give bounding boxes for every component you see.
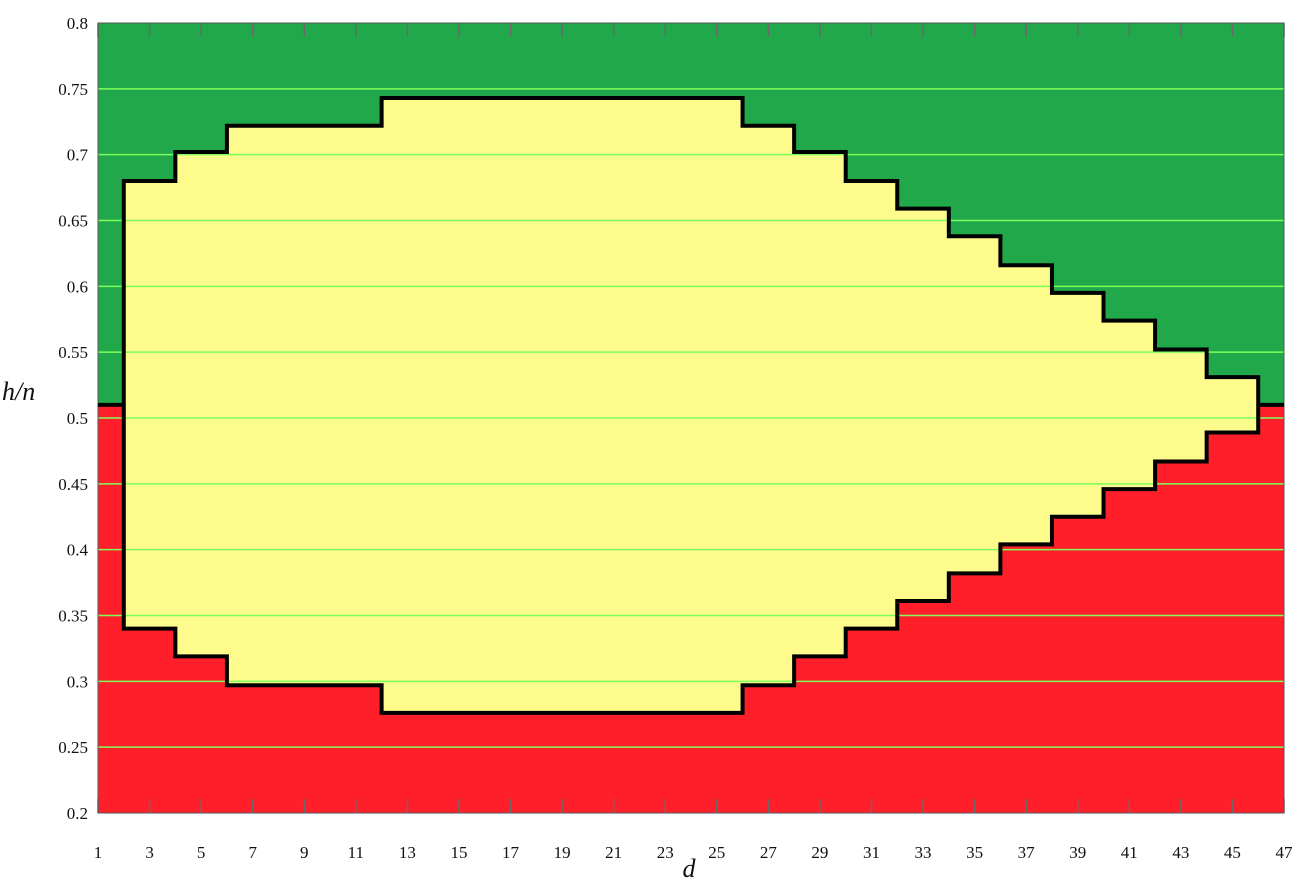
plot-area bbox=[97, 22, 1285, 814]
x-tick-label: 45 bbox=[1224, 843, 1241, 862]
middle-region bbox=[123, 98, 1259, 713]
y-tick-label: 0.25 bbox=[58, 738, 88, 757]
x-tick-label: 25 bbox=[708, 843, 725, 862]
x-tick-label: 33 bbox=[915, 843, 932, 862]
x-tick-label: 23 bbox=[657, 843, 674, 862]
y-tick-label: 0.75 bbox=[58, 80, 88, 99]
x-tick-label: 19 bbox=[554, 843, 571, 862]
x-tick-label: 27 bbox=[760, 843, 778, 862]
y-tick-labels: 0.8 0.75 0.7 0.65 0.6 0.55 0.5 0.45 0.4 0.35 0.3 0.… bbox=[58, 14, 88, 823]
x-tick-label: 3 bbox=[145, 843, 154, 862]
x-tick-label: 11 bbox=[348, 843, 364, 862]
x-axis-label: d bbox=[683, 854, 697, 883]
x-tick-labels: 1 3 5 7 9 11 13 15 17 19 21 23 25 27 29 31 33 35 37 39 41 43 4… bbox=[94, 843, 1293, 862]
x-tick-label: 7 bbox=[248, 843, 257, 862]
x-tick-label: 9 bbox=[300, 843, 309, 862]
y-tick-label: 0.3 bbox=[67, 672, 88, 691]
x-tick-label: 35 bbox=[966, 843, 983, 862]
x-tick-label: 39 bbox=[1069, 843, 1086, 862]
y-tick-label: 0.2 bbox=[67, 804, 88, 823]
x-tick-label: 21 bbox=[605, 843, 622, 862]
y-tick-label: 0.5 bbox=[67, 409, 88, 428]
plot-frame bbox=[97, 22, 1285, 814]
y-tick-label: 0.35 bbox=[58, 607, 88, 626]
y-tick-label: 0.6 bbox=[67, 277, 88, 296]
x-tick-label: 15 bbox=[450, 843, 467, 862]
x-tick-label: 17 bbox=[502, 843, 520, 862]
y-tick-label: 0.45 bbox=[58, 475, 88, 494]
x-tick-label: 1 bbox=[94, 843, 103, 862]
y-tick-label: 0.55 bbox=[58, 343, 88, 362]
x-tick-label: 47 bbox=[1276, 843, 1294, 862]
x-tick-label: 29 bbox=[811, 843, 828, 862]
y-tick-label: 0.65 bbox=[58, 212, 88, 231]
x-tick-label: 31 bbox=[863, 843, 880, 862]
x-tick-label: 37 bbox=[1018, 843, 1036, 862]
y-tick-label: 0.7 bbox=[67, 146, 89, 165]
x-tick-label: 43 bbox=[1172, 843, 1189, 862]
x-tick-label: 13 bbox=[399, 843, 416, 862]
y-tick-label: 0.4 bbox=[67, 541, 89, 560]
x-tick-label: 5 bbox=[197, 843, 206, 862]
y-tick-label: 0.8 bbox=[67, 14, 88, 33]
y-axis-label: h/n bbox=[2, 377, 35, 406]
boundary-line bbox=[121, 96, 1261, 715]
x-tick-label: 41 bbox=[1121, 843, 1138, 862]
